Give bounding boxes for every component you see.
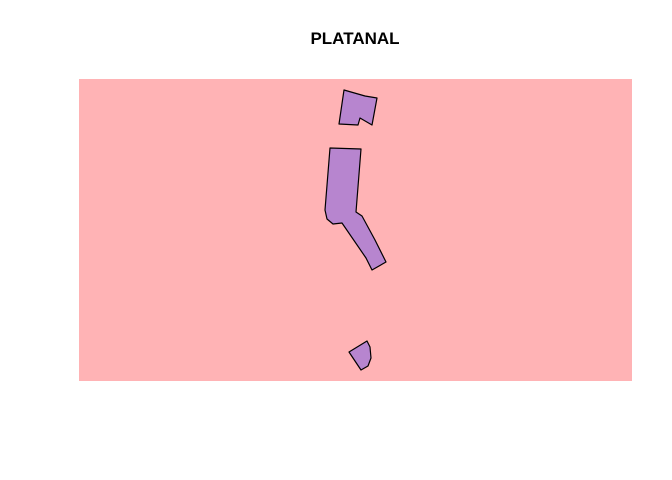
parcel-north	[338, 89, 378, 126]
parcel-south	[348, 340, 372, 371]
map-title: PLATANAL	[310, 29, 400, 48]
parcel-central-strip	[324, 147, 387, 271]
